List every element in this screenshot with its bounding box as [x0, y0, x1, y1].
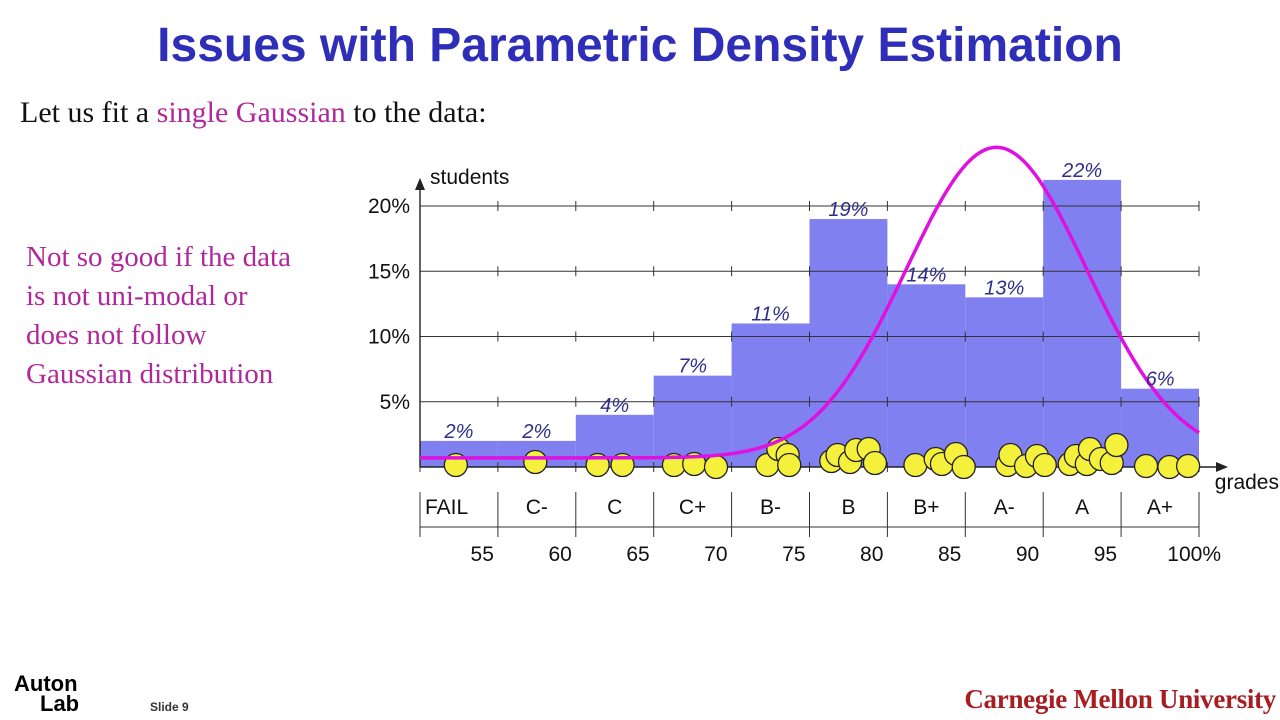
- grade-category-label: C-: [526, 496, 548, 519]
- gaussian-fit-curve: [420, 145, 1200, 460]
- bar-value-label: 14%: [906, 264, 946, 286]
- logo-line1: Auton: [14, 671, 78, 696]
- intro-suffix: to the data:: [345, 96, 487, 129]
- grade-category-label: B+: [913, 496, 939, 519]
- x-tick-label: 95: [1094, 543, 1117, 566]
- y-tick-label: 10%: [368, 326, 410, 349]
- intro-prefix: Let us fit a: [20, 96, 157, 129]
- auton-lab-logo: Auton Lab: [14, 671, 80, 716]
- histogram-bar: [887, 284, 966, 467]
- intro-highlight: single Gaussian: [156, 96, 346, 129]
- bar-value-label: 4%: [600, 395, 629, 417]
- slide-number: Slide 9: [150, 700, 189, 714]
- grade-category-label: B: [841, 496, 855, 519]
- student-dot: [903, 452, 928, 478]
- histogram-bar: [653, 375, 732, 467]
- note-line: Gaussian distribution: [26, 358, 274, 390]
- y-tick-label: 5%: [380, 391, 410, 414]
- x-axis-arrow: [1216, 462, 1228, 472]
- y-tick-label: 15%: [368, 260, 410, 283]
- x-tick-label: 75: [782, 543, 805, 566]
- grade-category-label: C+: [679, 496, 706, 519]
- note-line: does not follow: [26, 319, 207, 351]
- student-dot: [1175, 453, 1201, 479]
- x-tick-label: 100%: [1167, 543, 1221, 566]
- y-axis-label: students: [430, 166, 509, 189]
- student-dot: [1133, 453, 1159, 479]
- grade-category-label: FAIL: [425, 496, 468, 519]
- slide-title: Issues with Parametric Density Estimatio…: [157, 19, 1123, 72]
- student-dot: [703, 454, 729, 480]
- student-dot: [1104, 432, 1129, 458]
- student-dot: [523, 449, 548, 475]
- note-line: is not uni-modal or: [26, 280, 248, 312]
- y-axis-arrow: [415, 178, 425, 190]
- side-note: Not so good if the data is not uni-modal…: [26, 238, 346, 394]
- student-dot: [1032, 452, 1057, 478]
- grade-category-label: A-: [994, 496, 1015, 519]
- bar-value-label: 19%: [828, 199, 868, 221]
- bar-value-label: 11%: [751, 303, 790, 325]
- bar-value-label: 2%: [521, 421, 551, 443]
- histogram-bar: [809, 219, 888, 467]
- note-line: Not so good if the data: [26, 241, 291, 273]
- x-tick-label: 85: [938, 543, 961, 566]
- x-tick-label: 80: [860, 543, 883, 566]
- histogram-bar: [965, 297, 1044, 467]
- grade-category-label: A+: [1147, 496, 1173, 519]
- x-axis-label: grades: [1215, 471, 1279, 494]
- logo-line2: Lab: [40, 691, 80, 716]
- x-tick-label: 65: [626, 543, 649, 566]
- intro-text: Let us fit a single Gaussian to the data…: [20, 96, 487, 130]
- x-tick-label: 55: [471, 543, 494, 566]
- bar-value-label: 13%: [984, 277, 1024, 299]
- x-tick-label: 70: [704, 543, 727, 566]
- student-dot: [777, 452, 802, 478]
- student-dot: [862, 450, 888, 476]
- bar-value-label: 6%: [1146, 369, 1175, 391]
- bar-value-label: 22%: [1061, 160, 1102, 182]
- grade-category-label: A: [1075, 496, 1089, 519]
- bar-value-label: 7%: [678, 356, 707, 378]
- grade-category-label: B-: [760, 496, 781, 519]
- x-tick-label: 90: [1016, 543, 1039, 566]
- x-tick-label: 60: [548, 543, 571, 566]
- grade-category-label: C: [607, 496, 622, 519]
- student-dot: [951, 454, 976, 480]
- bar-value-label: 2%: [443, 421, 473, 443]
- university-name: Carnegie Mellon University: [964, 684, 1276, 714]
- y-tick-label: 20%: [368, 195, 410, 218]
- histogram-bar: [1043, 179, 1122, 467]
